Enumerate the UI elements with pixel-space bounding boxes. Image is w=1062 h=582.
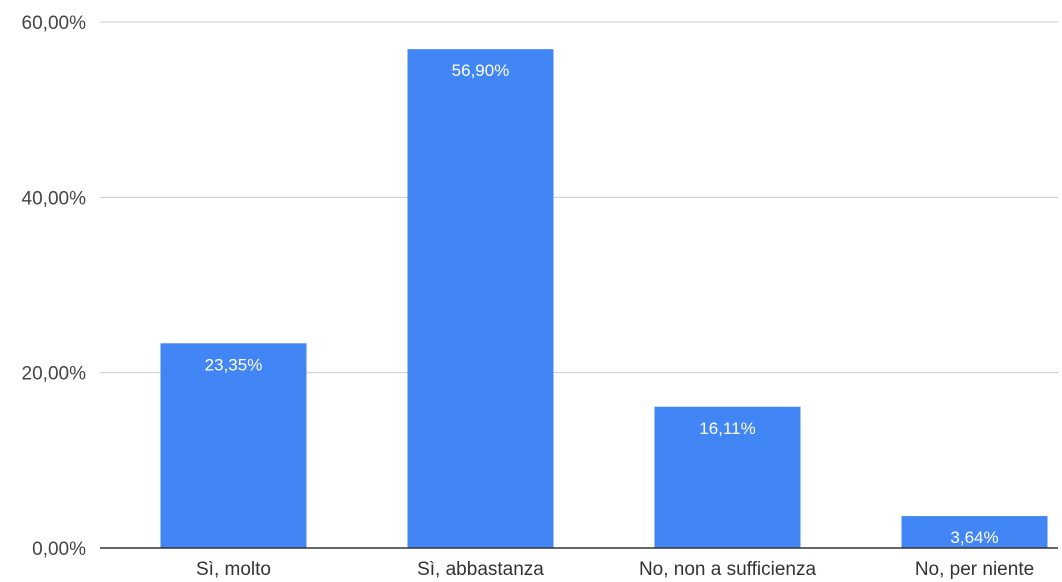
bar bbox=[654, 406, 801, 548]
bar-value-label: 16,11% bbox=[699, 419, 755, 438]
bars bbox=[160, 49, 1048, 548]
gridlines bbox=[100, 21, 1058, 374]
y-tick-label: 60,00% bbox=[22, 13, 87, 34]
bar-value-label: 23,35% bbox=[205, 355, 263, 374]
bar bbox=[160, 343, 307, 548]
x-category-label: No, per niente bbox=[915, 559, 1034, 580]
y-tick-label: 0,00% bbox=[32, 539, 86, 560]
y-tick-label: 40,00% bbox=[22, 188, 87, 209]
bar-value-label: 3,64% bbox=[950, 528, 998, 547]
x-category-label: Sì, abbastanza bbox=[417, 559, 544, 580]
x-category-label: No, non a sufficienza bbox=[639, 559, 817, 580]
bar bbox=[407, 49, 554, 548]
axes: 0,00% 20,00% 40,00% 60,00% Sì, molto Sì, abba… bbox=[22, 13, 1058, 580]
y-tick-label: 20,00% bbox=[22, 364, 87, 385]
bar-value-label: 56,90% bbox=[452, 61, 510, 80]
x-category-label: Sì, molto bbox=[196, 559, 271, 580]
bar bbox=[901, 516, 1048, 548]
data-labels: 23,35% 56,90% 16,11% 3,64% bbox=[205, 61, 999, 547]
